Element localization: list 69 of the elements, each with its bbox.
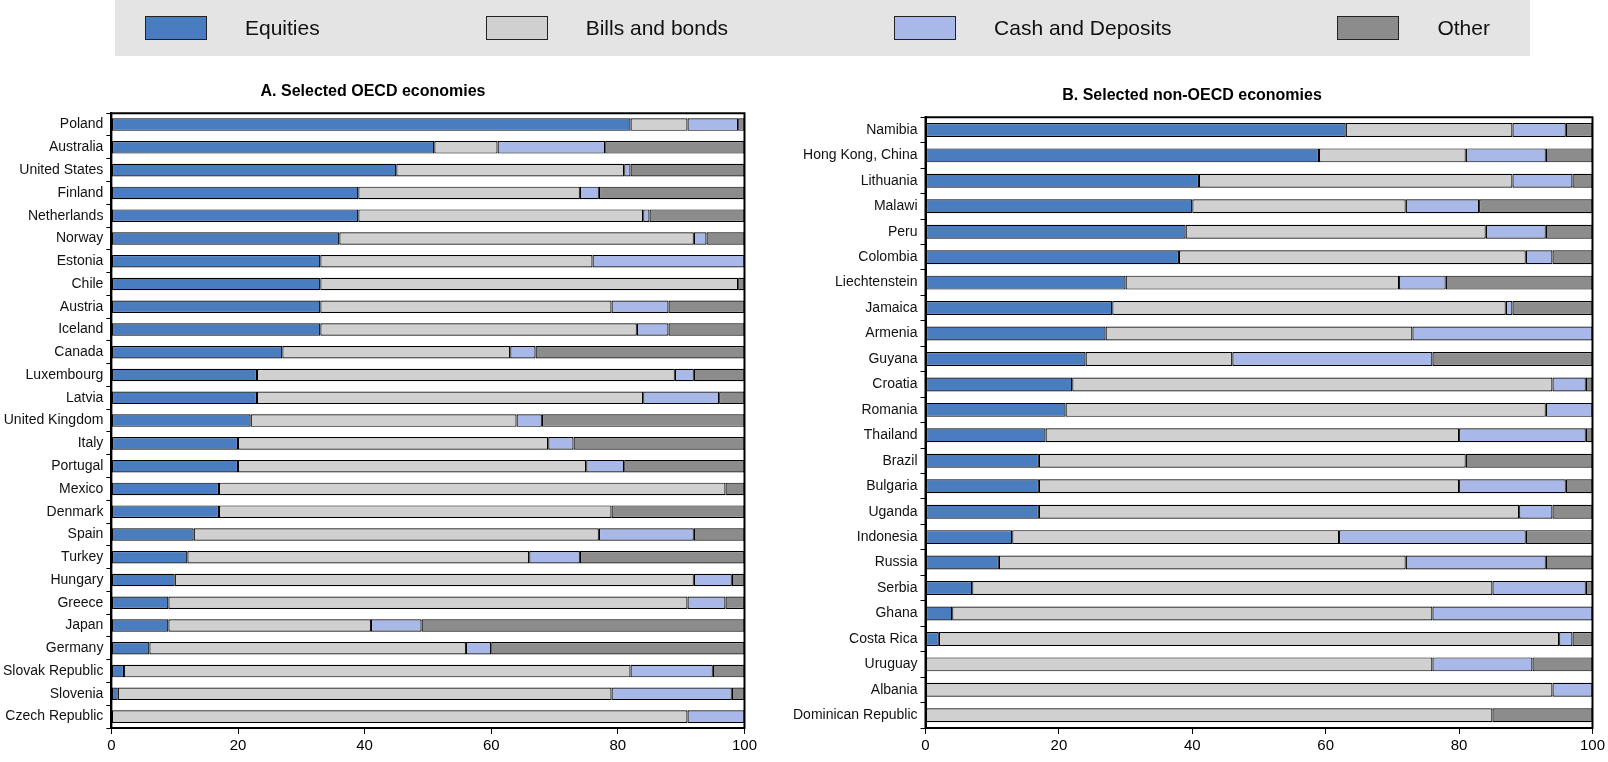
x-tick-label: 100 (1579, 736, 1605, 754)
y-tick-label: Jamaica (865, 298, 918, 315)
y-tick-label: Namibia (866, 120, 918, 137)
x-tick-label: 60 (1317, 736, 1335, 754)
y-tick-label: United States (19, 160, 104, 177)
x-tick-label: 100 (731, 736, 757, 754)
y-tick-label: Indonesia (856, 527, 918, 544)
y-tick-label: Norway (55, 229, 104, 246)
y-tick-label: Serbia (877, 578, 918, 595)
y-tick-label: Peru (887, 222, 918, 239)
y-tick-label: Turkey (61, 548, 104, 565)
y-tick-label: Uruguay (864, 655, 918, 672)
y-tick-label: Portugal (51, 457, 104, 473)
y-tick-label: Mexico (59, 479, 104, 496)
y-tick-label: Thailand (863, 426, 918, 443)
y-tick-label: Uganda (868, 502, 918, 519)
y-tick-label: Netherlands (27, 206, 104, 223)
y-tick-label: Costa Rica (849, 629, 918, 646)
x-tick-label: 0 (107, 736, 116, 754)
y-tick-label: Japan (65, 616, 104, 633)
y-tick-label: Lithuania (860, 171, 918, 188)
y-tick-label: Slovak Republic (3, 661, 104, 678)
y-tick-label: Russia (874, 553, 918, 570)
y-tick-label: Poland (59, 115, 104, 132)
legend-label: Equities (245, 16, 320, 40)
y-tick-label: Guyana (868, 349, 918, 366)
y-tick-label: Austria (59, 297, 104, 314)
chart-title: A. Selected OECD economies (260, 82, 486, 100)
x-tick-label: 80 (609, 736, 627, 754)
y-tick-label: Brazil (882, 451, 918, 468)
x-tick-label: 0 (921, 736, 930, 754)
y-tick-label: Iceland (58, 320, 104, 337)
x-tick-label: 80 (1450, 736, 1468, 754)
y-tick-label: Liechtenstein (834, 273, 918, 290)
legend-label: Other (1437, 16, 1490, 40)
y-tick-label: Germany (45, 639, 104, 656)
x-tick-label: 60 (482, 736, 500, 754)
y-tick-label: Armenia (865, 324, 918, 341)
y-tick-label: Croatia (872, 375, 918, 392)
y-tick-label: Hungary (50, 570, 104, 587)
y-tick-label: Bulgaria (866, 477, 918, 494)
y-tick-label: Czech Republic (5, 707, 104, 724)
y-tick-label: Finland (57, 183, 104, 200)
x-tick-label: 40 (356, 736, 373, 754)
x-tick-label: 20 (1050, 736, 1068, 754)
y-tick-label: Dominican Republic (792, 706, 918, 723)
y-tick-label: Hong Kong, China (803, 146, 918, 163)
y-tick-label: Spain (67, 525, 104, 542)
y-tick-label: Italy (77, 434, 104, 451)
y-tick-label: Albania (870, 680, 918, 697)
y-tick-label: Luxembourg (25, 365, 104, 382)
y-tick-label: Estonia (56, 252, 104, 269)
y-tick-label: Canada (54, 343, 104, 360)
y-tick-label: Latvia (66, 388, 104, 405)
legend-label: Cash and Deposits (994, 16, 1172, 40)
y-tick-label: Romania (861, 400, 918, 417)
y-tick-label: Chile (71, 274, 104, 291)
y-tick-label: Greece (57, 593, 104, 610)
y-tick-label: United Kingdom (3, 411, 104, 428)
y-tick-label: Slovenia (49, 684, 104, 701)
x-tick-label: 20 (229, 736, 247, 754)
y-tick-label: Colombia (858, 248, 918, 265)
y-tick-label: Denmark (46, 502, 105, 519)
legend-label: Bills and bonds (585, 16, 729, 40)
y-tick-label: Ghana (875, 604, 918, 621)
x-tick-label: 40 (1183, 736, 1201, 754)
y-tick-label: Australia (48, 138, 104, 155)
chart-title: B. Selected non-OECD economies (1062, 86, 1322, 104)
y-tick-label: Malawi (873, 197, 918, 214)
